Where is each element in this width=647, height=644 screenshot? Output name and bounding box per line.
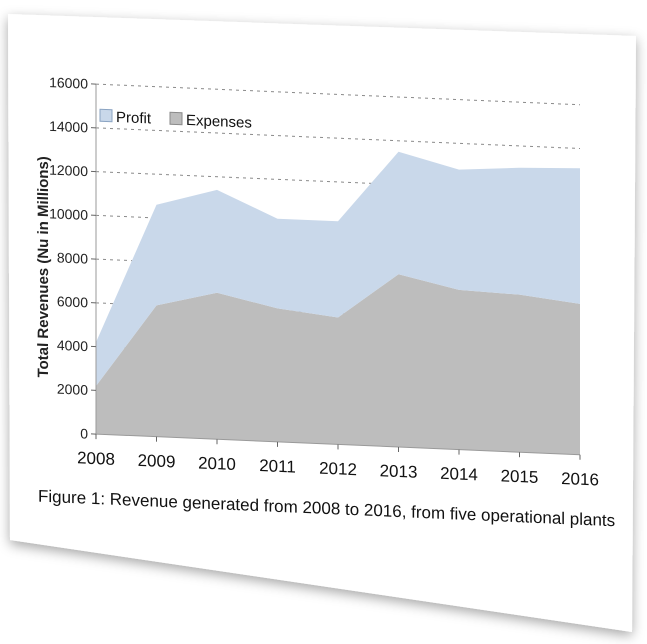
x-tick-label: 2015: [501, 466, 539, 487]
x-tick-label: 2013: [380, 461, 418, 482]
y-tick-label: 8000: [57, 249, 88, 266]
y-tick-label: 2000: [57, 381, 88, 398]
y-tick-label: 6000: [57, 293, 88, 310]
legend-label-profit: Profit: [116, 109, 152, 128]
y-tick-label: 16000: [49, 74, 88, 92]
x-tick-label: 2014: [440, 464, 478, 485]
y-tick-label: 14000: [49, 118, 88, 136]
y-tick-label: 0: [80, 425, 88, 441]
tick-labels: 0 2000 4000 6000 8000 10000 12000 14000 16000 200…: [49, 74, 599, 489]
legend-swatch-expenses: [169, 111, 183, 126]
y-tick-label: 12000: [49, 162, 88, 180]
x-tick-label: 2012: [319, 459, 357, 480]
x-tick-label: 2010: [198, 453, 236, 474]
x-tick-label: 2009: [138, 451, 176, 472]
x-tick-label: 2016: [561, 469, 599, 490]
legend: Profit Expenses: [99, 108, 252, 132]
legend-swatch-profit: [99, 108, 113, 123]
area-profit: [96, 151, 580, 386]
area-expenses: [96, 274, 580, 455]
y-axis-label: Total Revenues (Nu in Millions): [35, 156, 52, 378]
legend-label-expenses: Expenses: [186, 112, 252, 132]
areas: [96, 151, 580, 455]
y-tick-label: 4000: [57, 337, 88, 354]
x-tick-label: 2008: [77, 448, 115, 469]
y-tick-label: 10000: [49, 205, 88, 223]
axes: [91, 83, 581, 460]
x-tick-label: 2011: [259, 456, 296, 477]
